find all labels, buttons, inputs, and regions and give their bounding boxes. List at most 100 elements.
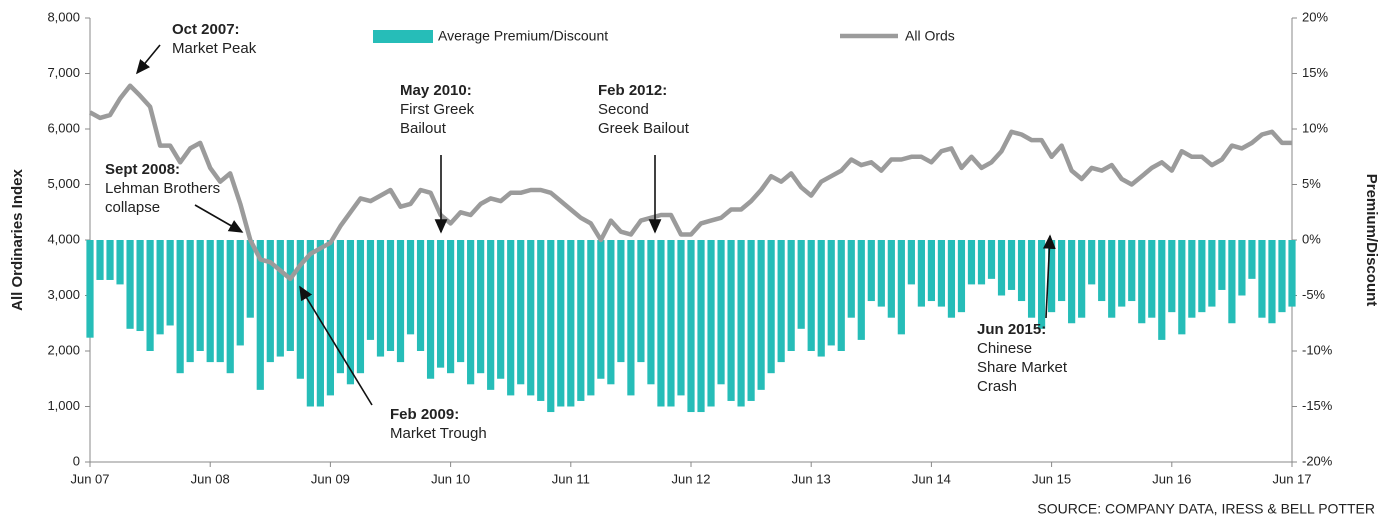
x-tick-label: Jun 09 [311, 471, 350, 486]
y-tick-label: 2,000 [47, 342, 80, 357]
bar [517, 240, 525, 385]
bar [356, 240, 365, 374]
bar [1037, 240, 1046, 329]
y2-tick-label: 0% [1302, 231, 1321, 246]
annotation-arrow [135, 44, 161, 75]
y2-axis-title: Premium/Discount [1363, 174, 1380, 307]
annotation-text: Second [598, 101, 649, 118]
bar [737, 240, 745, 407]
y2-tick-label: -5% [1302, 287, 1326, 302]
annotation-arrow [1042, 234, 1056, 319]
bar [106, 240, 114, 280]
bar [1078, 240, 1086, 318]
bar [537, 240, 545, 401]
annotation-title: Jun 2015: [977, 321, 1046, 338]
bar [457, 240, 465, 363]
bar [867, 240, 875, 302]
annotation-text: Share Market [977, 359, 1068, 376]
bar [1178, 240, 1186, 335]
bar [477, 240, 485, 374]
bar [206, 240, 214, 363]
bar [1108, 240, 1116, 318]
bar [817, 240, 825, 357]
annotation-text: Market Peak [172, 40, 257, 57]
y-tick-label: 1,000 [47, 398, 80, 413]
bar [366, 240, 375, 340]
bar [1278, 240, 1286, 313]
bar [1138, 240, 1146, 324]
bar [126, 240, 134, 329]
x-tick-label: Jun 16 [1152, 471, 1191, 486]
y-tick-label: 3,000 [47, 287, 80, 302]
y-tick-label: 4,000 [47, 231, 80, 246]
annotation-title: Oct 2007: [172, 21, 240, 38]
bar [617, 240, 625, 363]
annotation-title: Sept 2008: [105, 161, 180, 178]
bar [757, 240, 765, 390]
annotation-text: Chinese [977, 340, 1032, 357]
y-tick-label: 7,000 [47, 65, 80, 80]
bar [276, 240, 284, 357]
bar [1168, 240, 1176, 313]
bar [1007, 240, 1016, 290]
annotation-text: Bailout [400, 120, 447, 137]
bar [296, 240, 304, 379]
bar [717, 240, 725, 385]
bar [1218, 240, 1226, 290]
y-tick-label: 5,000 [47, 176, 80, 191]
bar [497, 240, 505, 379]
bar [927, 240, 935, 302]
bar [316, 240, 324, 407]
bar [146, 240, 154, 351]
bar [286, 240, 294, 351]
bar [727, 240, 735, 401]
bar [96, 240, 104, 280]
bar [176, 240, 184, 374]
y2-tick-label: 20% [1302, 9, 1328, 24]
bar [1288, 240, 1296, 307]
legend-swatch [373, 30, 433, 43]
x-tick-label: Jun 13 [792, 471, 831, 486]
bar [1148, 240, 1156, 318]
bar [747, 240, 755, 401]
bar [246, 240, 254, 318]
bar [1017, 240, 1026, 302]
bar [897, 240, 905, 335]
bar [687, 240, 695, 413]
bar [1058, 240, 1066, 302]
annotation-title: Feb 2012: [598, 82, 667, 99]
bar [807, 240, 815, 351]
bar [236, 240, 244, 346]
line [88, 83, 1292, 282]
bar [887, 240, 895, 318]
y2-tick-label: -20% [1302, 453, 1333, 468]
bar [1238, 240, 1246, 296]
legend-label: Average Premium/Discount [438, 28, 608, 44]
y2-tick-label: 5% [1302, 176, 1321, 191]
annotation-text: First Greek [400, 101, 475, 118]
bar [907, 240, 915, 285]
x-tick-label: Jun 14 [912, 471, 951, 486]
bar [136, 240, 144, 332]
x-tick-label: Jun 15 [1032, 471, 1071, 486]
annotation-text: Lehman Brothers [105, 180, 220, 197]
bar [226, 240, 234, 374]
bar [767, 240, 775, 374]
bar [607, 240, 615, 385]
bar [116, 240, 124, 285]
bar [787, 240, 795, 351]
bar [1098, 240, 1106, 302]
x-tick-label: Jun 10 [431, 471, 470, 486]
bar [436, 240, 445, 368]
bar [797, 240, 805, 329]
annotation-text: Greek Bailout [598, 120, 690, 137]
annotation-arrow [299, 285, 373, 406]
bar [987, 240, 996, 279]
annotation-text: collapse [105, 199, 160, 216]
bar [857, 240, 865, 340]
bar [967, 240, 976, 285]
bar [587, 240, 595, 396]
y2-tick-label: -10% [1302, 342, 1333, 357]
y-tick-label: 8,000 [47, 9, 80, 24]
